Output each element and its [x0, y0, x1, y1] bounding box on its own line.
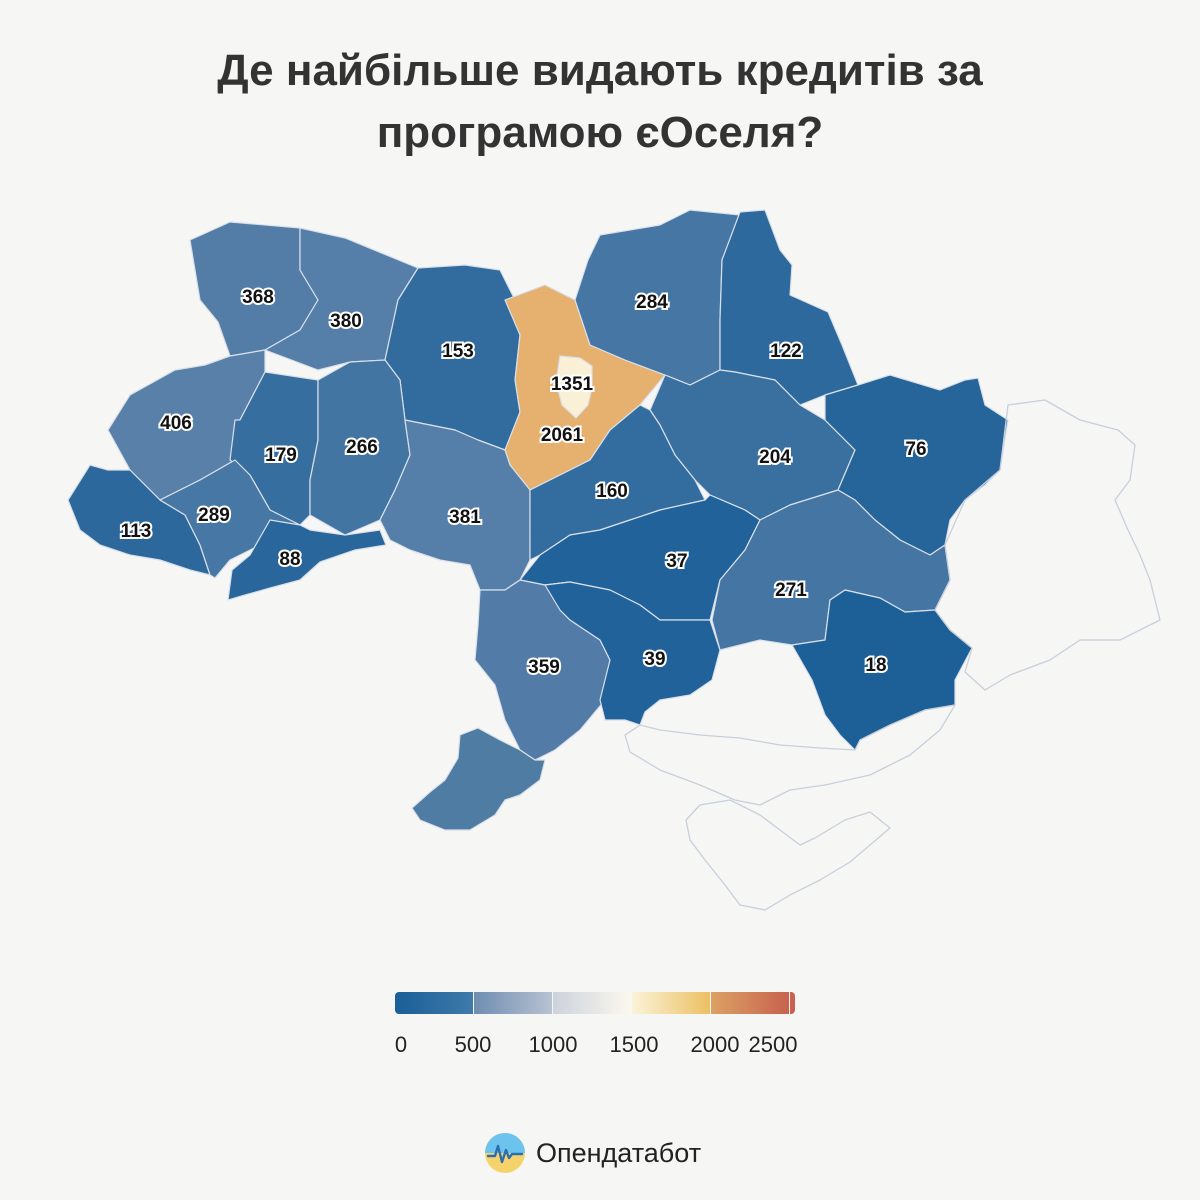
- occupied-territories: [624, 399, 1161, 911]
- region-kharkiv[interactable]: [824, 374, 1009, 556]
- value-label-zakarpattia: 113: [121, 521, 152, 542]
- value-label-ternopil: 179: [265, 445, 297, 466]
- value-label-lviv: 368: [242, 287, 274, 308]
- value-label-poltava: 204: [759, 447, 791, 468]
- value-label-chernivtsi-west: 289: [198, 505, 230, 526]
- legend-segment-3: [632, 992, 710, 1014]
- brand-name: Опендатабот: [536, 1137, 702, 1168]
- value-label-sumy: 122: [770, 341, 802, 362]
- occupied-crimea-outline: [685, 799, 891, 911]
- value-label-chernihiv: 284: [636, 292, 668, 313]
- value-label-kirovohrad: 37: [666, 551, 687, 572]
- region-volyn[interactable]: [264, 227, 419, 371]
- value-label-kyiv-oblast: 2061: [541, 425, 584, 446]
- color-legend: 0 500 1000 1500 2000 2500: [394, 992, 798, 1064]
- occupied-south-outline: [624, 704, 956, 806]
- legend-color-bar: [395, 992, 795, 1014]
- legend-segment-5: [790, 992, 795, 1014]
- legend-segment-0: [395, 992, 473, 1014]
- ukraine-map: 368 380 153 2061 1351 284 122 406 179 266 381 204 76…: [67, 209, 1161, 911]
- region-odesa[interactable]: [411, 727, 546, 831]
- legend-tick-1000: 1000: [528, 1032, 578, 1057]
- legend-tick-1500: 1500: [609, 1032, 659, 1057]
- value-label-vinnytsia: 359: [528, 657, 560, 678]
- legend-segment-2: [553, 992, 631, 1014]
- legend-tick-500: 500: [454, 1032, 492, 1057]
- title-line-1: Де найбільше видають кредитів за: [217, 46, 983, 95]
- occupied-east-outline: [934, 399, 1161, 691]
- region-mykolaiv[interactable]: [544, 581, 721, 726]
- value-label-kyiv-city: 1351: [551, 374, 594, 395]
- region-kyiv-city[interactable]: [555, 355, 593, 419]
- value-label-khmelnytskyi: 266: [346, 437, 378, 458]
- value-label-volyn: 380: [330, 311, 362, 332]
- value-label-mykolaiv: 39: [644, 649, 665, 670]
- value-label-zhytomyr: 381: [449, 507, 481, 528]
- region-chernivtsi[interactable]: [227, 519, 387, 601]
- brand: Опендатабот: [484, 1130, 701, 1176]
- value-label-zaporizhzhia: 18: [865, 655, 886, 676]
- title-line-2: програмою єОселя?: [376, 108, 824, 157]
- map-title: Де найбільше видають кредитів за програм…: [0, 40, 1200, 164]
- value-label-ivano-frankivsk: 406: [160, 413, 192, 434]
- value-label-rivne: 153: [442, 341, 474, 362]
- legend-tick-2000: 2000: [690, 1032, 740, 1057]
- legend-segment-1: [474, 992, 552, 1014]
- legend-tick-2500: 2500: [748, 1032, 798, 1057]
- value-label-chernivtsi: 88: [279, 549, 300, 570]
- value-label-kharkiv: 76: [905, 439, 926, 460]
- value-label-dnipropetrovsk: 271: [775, 580, 807, 601]
- value-label-cherkasy: 160: [596, 481, 628, 502]
- legend-segment-4: [711, 992, 789, 1014]
- opendatabot-logo-icon: [485, 1133, 525, 1173]
- legend-tick-0: 0: [394, 1032, 408, 1057]
